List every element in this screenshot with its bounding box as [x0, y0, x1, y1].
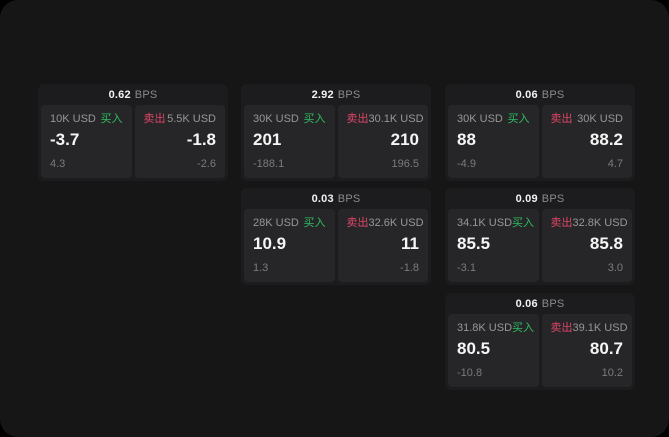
sell-side-label: 卖出	[143, 113, 166, 125]
bps-value: 0.62	[108, 88, 131, 101]
sell-price-value: 85.8	[589, 234, 623, 253]
bps-header: 0.06 BPS	[445, 84, 635, 105]
buy-side-label: 买入	[512, 322, 535, 334]
buy-price-value: 88	[457, 130, 476, 149]
bps-value: 2.92	[311, 88, 334, 101]
bps-value: 0.03	[311, 192, 334, 205]
sell-price-panel[interactable]: 卖出 32.6K USD 11 -1.8	[337, 209, 428, 282]
buy-sub-value: -4.9	[457, 158, 476, 170]
buy-side-label: 买入	[512, 217, 535, 229]
sell-sub-value: 10.2	[601, 367, 623, 379]
sell-price-panel[interactable]: 卖出 30K USD 88.2 4.7	[541, 105, 632, 178]
card-body: 30K USD 买入 201 -188.1 卖出 30.1K USD 210 1…	[241, 105, 431, 181]
sell-price-panel[interactable]: 卖出 32.8K USD 85.8 3.0	[541, 209, 632, 282]
buy-sub-value: -188.1	[253, 158, 285, 170]
buy-side-label: 买入	[303, 217, 326, 229]
bps-unit: BPS	[541, 192, 565, 205]
sell-side-label: 卖出	[550, 113, 573, 125]
bps-header: 0.62 BPS	[38, 84, 228, 105]
sell-sub-value: 4.7	[607, 158, 623, 170]
buy-price-panel[interactable]: 30K USD 买入 201 -188.1	[244, 105, 335, 178]
sell-price-value: 80.7	[589, 339, 623, 358]
sell-amount: 32.6K USD	[368, 217, 424, 229]
bps-header: 2.92 BPS	[241, 84, 431, 105]
buy-side-label: 买入	[303, 113, 326, 125]
buy-amount: 34.1K USD	[457, 217, 513, 229]
bps-card-4: 0.03 BPS 28K USD 买入 10.9 1.3 卖出 32.6K US…	[241, 188, 431, 285]
sell-price-panel[interactable]: 卖出 30.1K USD 210 196.5	[337, 105, 428, 178]
sell-price-value: 88.2	[589, 130, 623, 149]
sell-price-value: 11	[401, 234, 419, 253]
sell-sub-value: 3.0	[607, 262, 623, 274]
sell-amount: 39.1K USD	[572, 322, 628, 334]
sell-amount: 30K USD	[577, 113, 623, 125]
buy-amount: 31.8K USD	[457, 322, 513, 334]
bps-card-5: 0.09 BPS 34.1K USD 买入 85.5 -3.1 卖出 32.8K…	[445, 188, 635, 285]
card-body: 30K USD 买入 88 -4.9 卖出 30K USD 88.2 4.7	[445, 105, 635, 181]
buy-sub-value: 4.3	[50, 158, 66, 170]
bps-unit: BPS	[134, 88, 158, 101]
sell-price-panel[interactable]: 卖出 39.1K USD 80.7 10.2	[541, 314, 632, 387]
buy-price-value: 80.5	[457, 339, 491, 358]
card-body: 34.1K USD 买入 85.5 -3.1 卖出 32.8K USD 85.8…	[445, 209, 635, 285]
sell-price-panel[interactable]: 卖出 5.5K USD -1.8 -2.6	[134, 105, 225, 178]
buy-sub-value: -3.1	[457, 262, 476, 274]
buy-side-label: 买入	[100, 113, 123, 125]
sell-side-label: 卖出	[346, 217, 369, 229]
sell-side-label: 卖出	[550, 322, 573, 334]
buy-price-panel[interactable]: 34.1K USD 买入 85.5 -3.1	[448, 209, 539, 282]
buy-price-panel[interactable]: 31.8K USD 买入 80.5 -10.8	[448, 314, 539, 387]
buy-amount: 10K USD	[50, 113, 96, 125]
bps-unit: BPS	[337, 88, 361, 101]
bps-card-3: 0.06 BPS 30K USD 买入 88 -4.9 卖出 30K USD 8…	[445, 84, 635, 181]
buy-amount: 28K USD	[253, 217, 299, 229]
card-body: 10K USD 买入 -3.7 4.3 卖出 5.5K USD -1.8 -2.…	[38, 105, 228, 181]
sell-side-label: 卖出	[346, 113, 369, 125]
bps-card-2: 2.92 BPS 30K USD 买入 201 -188.1 卖出 30.1K …	[241, 84, 431, 181]
sell-side-label: 卖出	[550, 217, 573, 229]
buy-sub-value: 1.3	[253, 262, 269, 274]
buy-sub-value: -10.8	[457, 367, 483, 379]
sell-price-value: -1.8	[186, 130, 216, 149]
bps-unit: BPS	[337, 192, 361, 205]
bps-value: 0.06	[515, 297, 538, 310]
bps-header: 0.09 BPS	[445, 188, 635, 209]
bps-header: 0.06 BPS	[445, 293, 635, 314]
bps-unit: BPS	[541, 88, 565, 101]
buy-amount: 30K USD	[253, 113, 299, 125]
sell-sub-value: 196.5	[391, 158, 419, 170]
bps-header: 0.03 BPS	[241, 188, 431, 209]
sell-sub-value: -1.8	[400, 262, 419, 274]
buy-amount: 30K USD	[457, 113, 503, 125]
sell-amount: 32.8K USD	[572, 217, 628, 229]
sell-price-value: 210	[390, 130, 419, 149]
bps-value: 0.06	[515, 88, 538, 101]
sell-amount: 30.1K USD	[368, 113, 424, 125]
sell-sub-value: -2.6	[197, 158, 216, 170]
buy-side-label: 买入	[507, 113, 530, 125]
buy-price-panel[interactable]: 10K USD 买入 -3.7 4.3	[41, 105, 132, 178]
buy-price-panel[interactable]: 28K USD 买入 10.9 1.3	[244, 209, 335, 282]
card-body: 28K USD 买入 10.9 1.3 卖出 32.6K USD 11 -1.8	[241, 209, 431, 285]
buy-price-value: -3.7	[50, 130, 80, 149]
bps-card-1: 0.62 BPS 10K USD 买入 -3.7 4.3 卖出 5.5K USD…	[38, 84, 228, 181]
card-body: 31.8K USD 买入 80.5 -10.8 卖出 39.1K USD 80.…	[445, 314, 635, 390]
bps-value: 0.09	[515, 192, 538, 205]
bps-unit: BPS	[541, 297, 565, 310]
bps-card-6: 0.06 BPS 31.8K USD 买入 80.5 -10.8 卖出 39.1…	[445, 293, 635, 390]
buy-price-value: 85.5	[457, 234, 491, 253]
buy-price-value: 10.9	[253, 234, 287, 253]
buy-price-value: 201	[253, 130, 282, 149]
buy-price-panel[interactable]: 30K USD 买入 88 -4.9	[448, 105, 539, 178]
sell-amount: 5.5K USD	[167, 113, 216, 125]
